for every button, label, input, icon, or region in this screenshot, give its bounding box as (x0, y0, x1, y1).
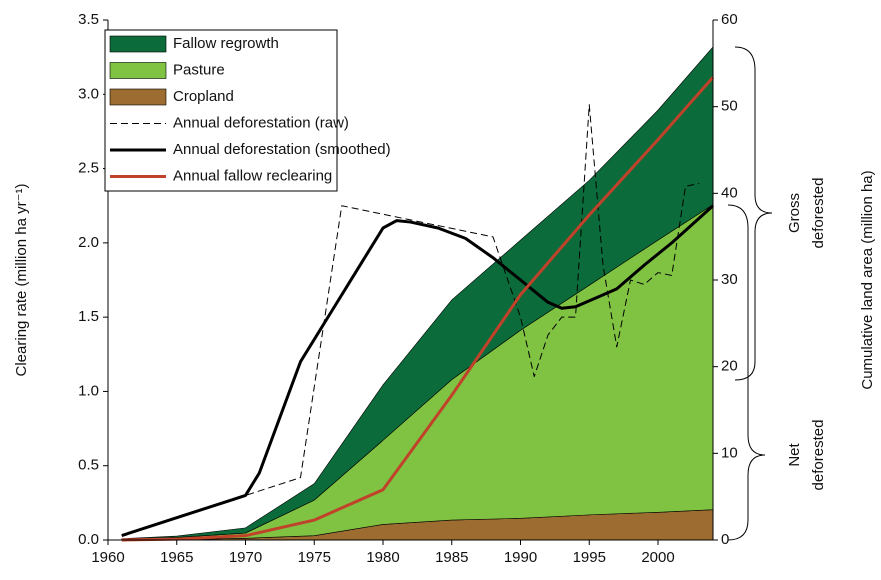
annotation: deforested (810, 420, 827, 491)
annotation: Gross (786, 193, 803, 233)
x-tick-label: 1980 (366, 549, 399, 566)
legend-label: Cropland (173, 88, 234, 105)
y2-tick-label: 40 (721, 184, 738, 201)
y-tick-label: 2.0 (78, 234, 99, 251)
brace (727, 204, 766, 541)
legend-label: Annual deforestation (smoothed) (173, 141, 391, 158)
y2-axis-label: Cumulative land area (million ha) (859, 170, 876, 389)
y-axis-label: Clearing rate (million ha yr⁻¹) (13, 184, 30, 377)
x-tick-label: 1990 (504, 549, 537, 566)
x-tick-label: 1960 (91, 549, 124, 566)
y-tick-label: 0.5 (78, 457, 99, 474)
line (121, 204, 715, 537)
x-tick-label: 1975 (298, 549, 331, 566)
brace (734, 46, 773, 381)
y-tick-label: 2.5 (78, 160, 99, 177)
legend-swatch (109, 35, 167, 53)
x-tick-label: 1995 (573, 549, 606, 566)
y2-tick-label: 30 (721, 271, 738, 288)
line (121, 104, 700, 537)
legend-label: Pasture (173, 61, 225, 78)
legend-swatch (109, 88, 167, 106)
y2-tick-label: 0 (721, 531, 729, 548)
x-tick-label: 2000 (641, 549, 674, 566)
legend-label: Annual fallow reclearing (173, 167, 332, 184)
x-tick-label: 1985 (435, 549, 468, 566)
y-tick-label: 3.5 (78, 11, 99, 28)
legend-label: Fallow regrowth (173, 35, 279, 52)
legend-label: Annual deforestation (raw) (173, 114, 349, 131)
legend-box (104, 29, 338, 192)
line (121, 76, 715, 542)
y-tick-label: 1.5 (78, 308, 99, 325)
y-tick-label: 0.0 (78, 531, 99, 548)
x-tick-label: 1970 (229, 549, 262, 566)
y-tick-label: 3.0 (78, 85, 99, 102)
y2-tick-label: 50 (721, 98, 738, 115)
y2-tick-label: 20 (721, 358, 738, 375)
annotation: deforested (810, 178, 827, 249)
y-tick-label: 1.0 (78, 382, 99, 399)
y2-tick-label: 10 (721, 444, 738, 461)
legend-swatch (109, 62, 167, 79)
y2-tick-label: 60 (721, 11, 738, 28)
annotation: Net (786, 442, 803, 466)
x-tick-label: 1965 (160, 549, 193, 566)
